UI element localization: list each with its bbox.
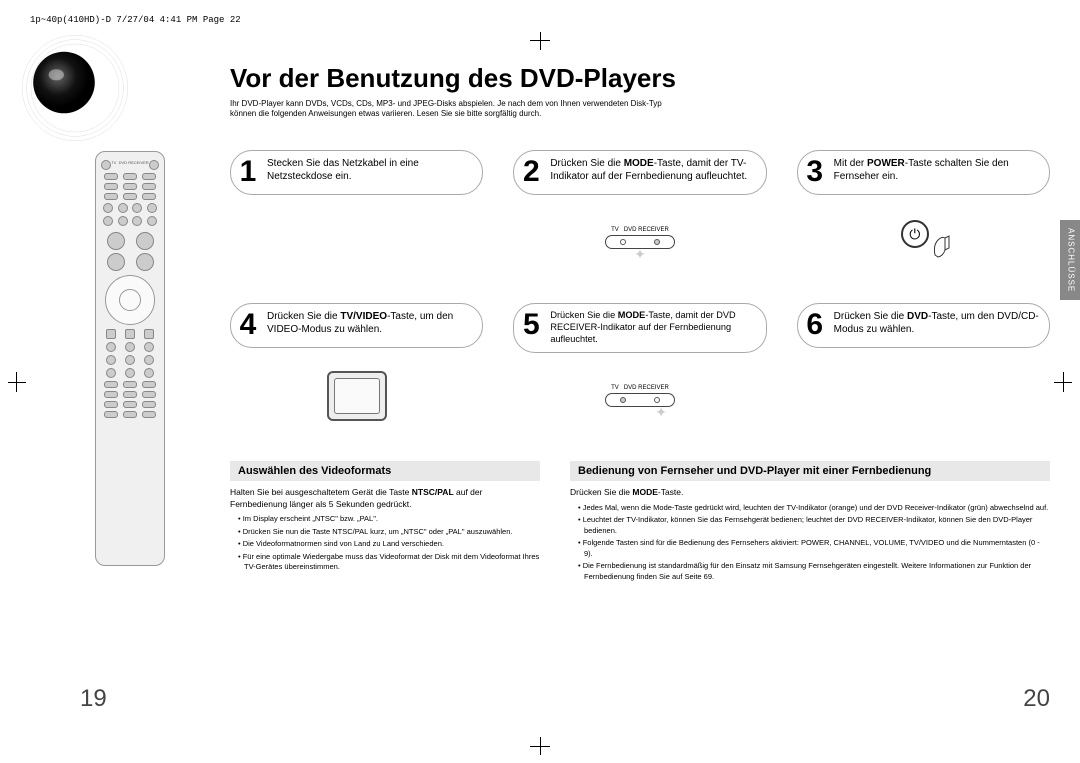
bullet-item: Leuchtet der TV-Indikator, können Sie da… <box>578 515 1050 536</box>
section-lead: Halten Sie bei ausgeschaltetem Gerät die… <box>230 487 540 511</box>
bullet-item: Die Fernbedienung ist standardmäßig für … <box>578 561 1050 582</box>
step-text: Mit der POWER-Taste schalten Sie den Fer… <box>834 157 1039 183</box>
crop-mark <box>530 746 550 747</box>
intro-text: Ihr DVD-Player kann DVDs, VCDs, CDs, MP3… <box>230 99 680 120</box>
step-3: 3 Mit der POWER-Taste schalten Sie den F… <box>797 150 1050 283</box>
mode-indicator: TV DVD RECEIVER ✦ <box>605 385 675 416</box>
file-meta: 1p~40p(410HD)-D 7/27/04 4:41 PM Page 22 <box>30 15 1050 25</box>
crop-mark <box>16 372 17 392</box>
bullet-item: Drücken Sie nun die Taste NTSC/PAL kurz,… <box>238 527 540 538</box>
dvd-label: DVD RECEIVER <box>624 227 669 233</box>
page-num-left: 19 <box>80 685 107 713</box>
step-number: 5 <box>520 310 542 340</box>
crop-mark <box>1063 372 1064 392</box>
step-text: Drücken Sie die TV/VIDEO-Taste, um den V… <box>267 310 472 336</box>
step-text: Drücken Sie die MODE-Taste, damit der DV… <box>550 310 755 346</box>
dvd-label: DVD RECEIVER <box>624 385 669 391</box>
tv-label: TV <box>611 385 619 391</box>
section-lead: Drücken Sie die MODE-Taste. <box>570 487 1050 499</box>
step-number: 6 <box>804 310 826 340</box>
bullet-list: Im Display erscheint „NTSC" bzw. „PAL". D… <box>230 514 540 573</box>
step-5: 5 Drücken Sie die MODE-Taste, damit der … <box>513 303 766 441</box>
tv-label: TV <box>611 227 619 233</box>
step-text: Drücken Sie die MODE-Taste, damit der TV… <box>550 157 755 183</box>
section-heading: Bedienung von Fernseher und DVD-Player m… <box>570 461 1050 481</box>
step-text: Drücken Sie die DVD-Taste, um den DVD/CD… <box>834 310 1039 336</box>
bullet-item: Die Videoformatnormen sind von Land zu L… <box>238 539 540 550</box>
step-number: 1 <box>237 157 259 187</box>
speaker-graphic <box>20 33 130 143</box>
steps-grid: 1 Stecken Sie das Netzkabel in eine Netz… <box>230 150 1050 441</box>
section-tab: ANSCHLÜSSE <box>1060 220 1080 300</box>
step-number: 4 <box>237 310 259 340</box>
page-title: Vor der Benutzung des DVD-Players <box>230 63 1050 94</box>
mode-indicator: TV DVD RECEIVER ✦ <box>605 227 675 258</box>
crop-mark <box>8 382 26 383</box>
bullet-list: Jedes Mal, wenn die Mode-Taste gedrückt … <box>570 503 1050 583</box>
page-spread: 1p~40p(410HD)-D 7/27/04 4:41 PM Page 22 … <box>0 0 1080 763</box>
step-6: 6 Drücken Sie die DVD-Taste, um den DVD/… <box>797 303 1050 441</box>
section-heading: Auswählen des Videoformats <box>230 461 540 481</box>
step-number: 2 <box>520 157 542 187</box>
power-button-graphic: ⏻ <box>901 220 946 265</box>
step-4: 4 Drücken Sie die TV/VIDEO-Taste, um den… <box>230 303 483 441</box>
page-num-right: 20 <box>1023 685 1050 713</box>
bullet-item: Jedes Mal, wenn die Mode-Taste gedrückt … <box>578 503 1050 514</box>
step-number: 3 <box>804 157 826 187</box>
step-text: Stecken Sie das Netzkabel in eine Netzst… <box>267 157 472 183</box>
remote-illustration: TV DVD RECEIVER <box>95 151 165 566</box>
bullet-item: Im Display erscheint „NTSC" bzw. „PAL". <box>238 514 540 525</box>
bullet-item: Für eine optimale Wiedergabe muss das Vi… <box>238 552 540 573</box>
step-1: 1 Stecken Sie das Netzkabel in eine Netz… <box>230 150 483 283</box>
videoformat-section: Auswählen des Videoformats Halten Sie be… <box>230 461 540 584</box>
remote-operation-section: Bedienung von Fernseher und DVD-Player m… <box>570 461 1050 584</box>
page-numbers: 19 20 <box>80 685 1050 713</box>
tv-screen-graphic <box>327 371 387 421</box>
step-2: 2 Drücken Sie die MODE-Taste, damit der … <box>513 150 766 283</box>
bullet-item: Folgende Tasten sind für die Bedienung d… <box>578 538 1050 559</box>
